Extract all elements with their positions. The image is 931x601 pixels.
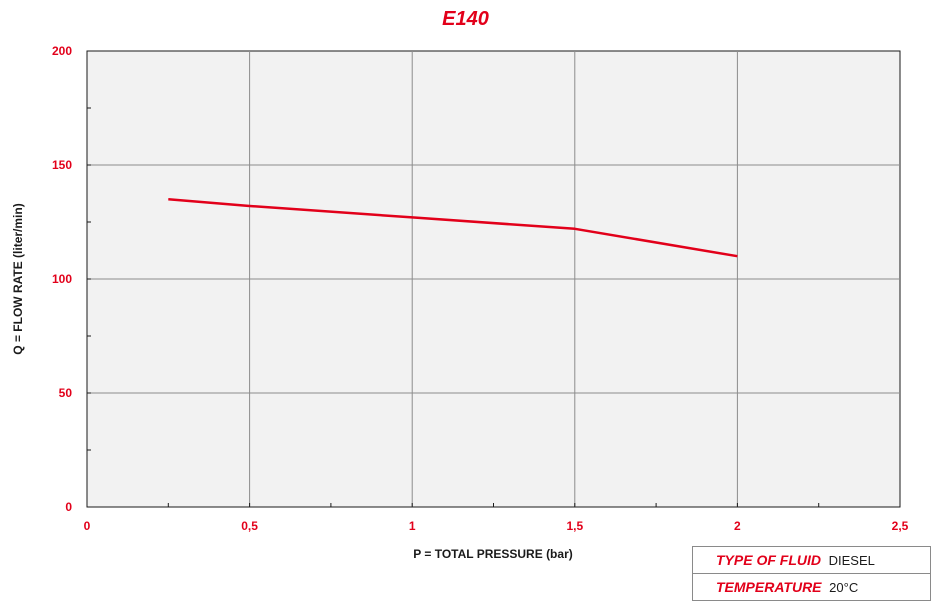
- temperature-row: TEMPERATURE 20°C: [692, 573, 931, 601]
- gridlines: [87, 51, 900, 507]
- y-tick-label: 50: [59, 386, 73, 400]
- x-tick-label: 1: [409, 519, 416, 533]
- fluid-type-label: TYPE OF FLUID: [716, 552, 821, 568]
- y-tick-label: 200: [52, 44, 72, 58]
- fluid-row: TYPE OF FLUID DIESEL: [692, 546, 931, 574]
- flow-curve-line: [168, 197, 738, 258]
- temperature-value: 20°C: [829, 580, 859, 595]
- x-axis-label: P = TOTAL PRESSURE (bar): [413, 547, 572, 561]
- chart-title: E140: [442, 8, 489, 30]
- minor-ticks: [86, 50, 901, 508]
- series-group: [168, 197, 738, 258]
- x-tick-label: 2: [734, 519, 741, 533]
- x-tick-label: 2,5: [892, 519, 909, 533]
- y-tick-label: 0: [65, 500, 72, 514]
- y-tick-labels: 0 50 100 150 200: [52, 44, 72, 514]
- fluid-type-value: DIESEL: [828, 553, 875, 568]
- y-tick-label: 100: [52, 272, 72, 286]
- x-tick-label: 0,5: [241, 519, 258, 533]
- x-tick-label: 0: [84, 519, 91, 533]
- x-tick-labels: 0 0,5 1 1,5 2 2,5: [84, 519, 909, 533]
- temperature-label: TEMPERATURE: [716, 579, 822, 595]
- x-tick-label: 1,5: [566, 519, 583, 533]
- fluid-info-table: TYPE OF FLUID DIESEL TEMPERATURE 20°C: [692, 546, 931, 601]
- y-axis-label: Q = FLOW RATE (liter/min): [11, 203, 25, 354]
- y-tick-label: 150: [52, 158, 72, 172]
